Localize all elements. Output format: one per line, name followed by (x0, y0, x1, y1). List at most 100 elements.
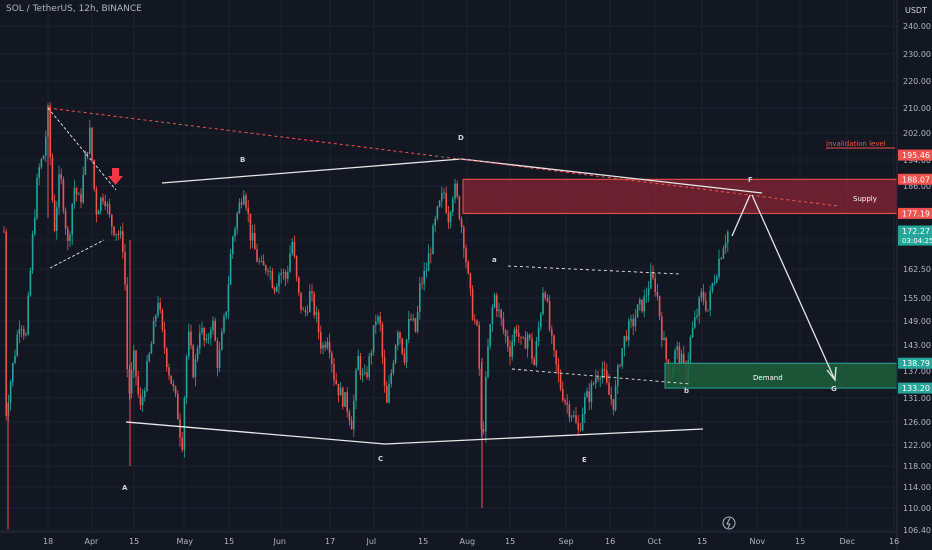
candle-body (537, 327, 540, 342)
candle-body (588, 391, 590, 403)
flash-icon[interactable] (722, 516, 736, 530)
x-tick-label: Oct (648, 537, 662, 546)
candle-body (390, 373, 392, 384)
candle-body (623, 335, 626, 349)
candle-body (207, 338, 210, 339)
candle-body (555, 350, 557, 365)
candle-body (232, 236, 234, 255)
dashed-resistance-line[interactable] (47, 107, 839, 207)
candle-body (639, 299, 641, 305)
candle-body (122, 231, 124, 253)
trendline-lower-right[interactable] (384, 428, 704, 445)
wedge-upper-dashed[interactable] (47, 107, 117, 191)
y-tick-label: 106.40 (903, 526, 931, 535)
trendline-upper[interactable] (161, 158, 462, 184)
candle-body (632, 319, 634, 327)
candle-body (643, 296, 645, 312)
candle-body (188, 331, 190, 357)
candle-body (291, 241, 293, 254)
candle-body (361, 373, 364, 376)
x-tick-label: May (177, 537, 194, 546)
candle-body (366, 372, 368, 378)
wedge-lower-dashed[interactable] (49, 239, 105, 269)
candle-body (49, 105, 51, 158)
trendline-lower-left[interactable] (125, 421, 386, 445)
supply-zone[interactable] (462, 178, 898, 214)
price-badges: 195.46188.07177.19172.2703:04:25138.7913… (898, 149, 932, 394)
x-tick-label: 15 (795, 537, 805, 546)
candle-body (705, 300, 707, 311)
candle-body (82, 174, 84, 203)
candle-body (192, 345, 194, 378)
candle-body (249, 213, 252, 241)
candle-body (562, 389, 564, 401)
candle-body (115, 233, 117, 236)
candle-body (311, 291, 313, 294)
candle-body (504, 330, 507, 337)
candle-body (97, 210, 100, 215)
candle-body (3, 231, 5, 233)
candle-body (447, 212, 450, 223)
candle-body (56, 207, 58, 231)
demand-zone[interactable] (664, 362, 898, 389)
candle-body (93, 160, 95, 189)
candle-body (359, 355, 362, 376)
candle-body (126, 284, 128, 370)
candle-body (474, 319, 476, 321)
countdown-label: 03:04:25 (902, 237, 932, 245)
candle-body (5, 231, 7, 416)
price-badge-value: 195.46 (902, 151, 930, 160)
candle-body (210, 330, 212, 339)
candle-body (284, 272, 287, 279)
projection-up[interactable] (731, 194, 751, 237)
candle-body (577, 422, 579, 430)
candle-body (337, 383, 340, 396)
price-axis: 240.00230.00220.00210.00202.00194.00186.… (903, 6, 931, 535)
candle-body (709, 290, 711, 310)
candle-body (628, 320, 630, 341)
channel-upper-dashed[interactable] (507, 265, 681, 275)
candle-body (18, 329, 21, 335)
candle-body (423, 270, 425, 284)
supply-label: Supply (853, 195, 877, 203)
y-tick-label: 230.00 (903, 50, 931, 59)
candle-body (181, 437, 183, 450)
candle-body (465, 248, 467, 263)
x-tick-label: Jun (273, 537, 287, 546)
candle-body (518, 333, 520, 337)
candle-body (414, 318, 417, 332)
candle-body (720, 258, 722, 260)
candle-body (335, 380, 337, 384)
candle-body (665, 338, 667, 360)
drawings (47, 107, 895, 530)
candle-body (139, 394, 142, 406)
candle-body (568, 404, 571, 418)
candle-body (381, 324, 384, 357)
candle-body (700, 291, 703, 298)
candle-body (513, 329, 516, 342)
candle-body (502, 318, 505, 331)
candle-body (610, 394, 612, 400)
candle-body (489, 323, 491, 347)
trendline-upper-right[interactable] (460, 158, 763, 194)
candle-body (702, 291, 705, 301)
candle-body (520, 336, 522, 338)
x-tick-label: 15 (224, 537, 234, 546)
candle-body (27, 295, 29, 335)
candle-body (119, 231, 122, 235)
candle-body (678, 346, 681, 364)
candle-body (51, 157, 54, 201)
candle-body (441, 193, 443, 201)
candle-body (410, 319, 412, 320)
candle-body (100, 197, 102, 211)
projection-down[interactable] (751, 194, 835, 379)
candle-body (29, 270, 32, 296)
candle-body (553, 335, 555, 351)
candle-body (698, 297, 700, 316)
candle-body (535, 341, 538, 366)
price-badge-value: 172.27 (902, 227, 930, 236)
candle-body (674, 350, 676, 367)
candle-body (104, 201, 106, 207)
candle-body (267, 270, 269, 272)
